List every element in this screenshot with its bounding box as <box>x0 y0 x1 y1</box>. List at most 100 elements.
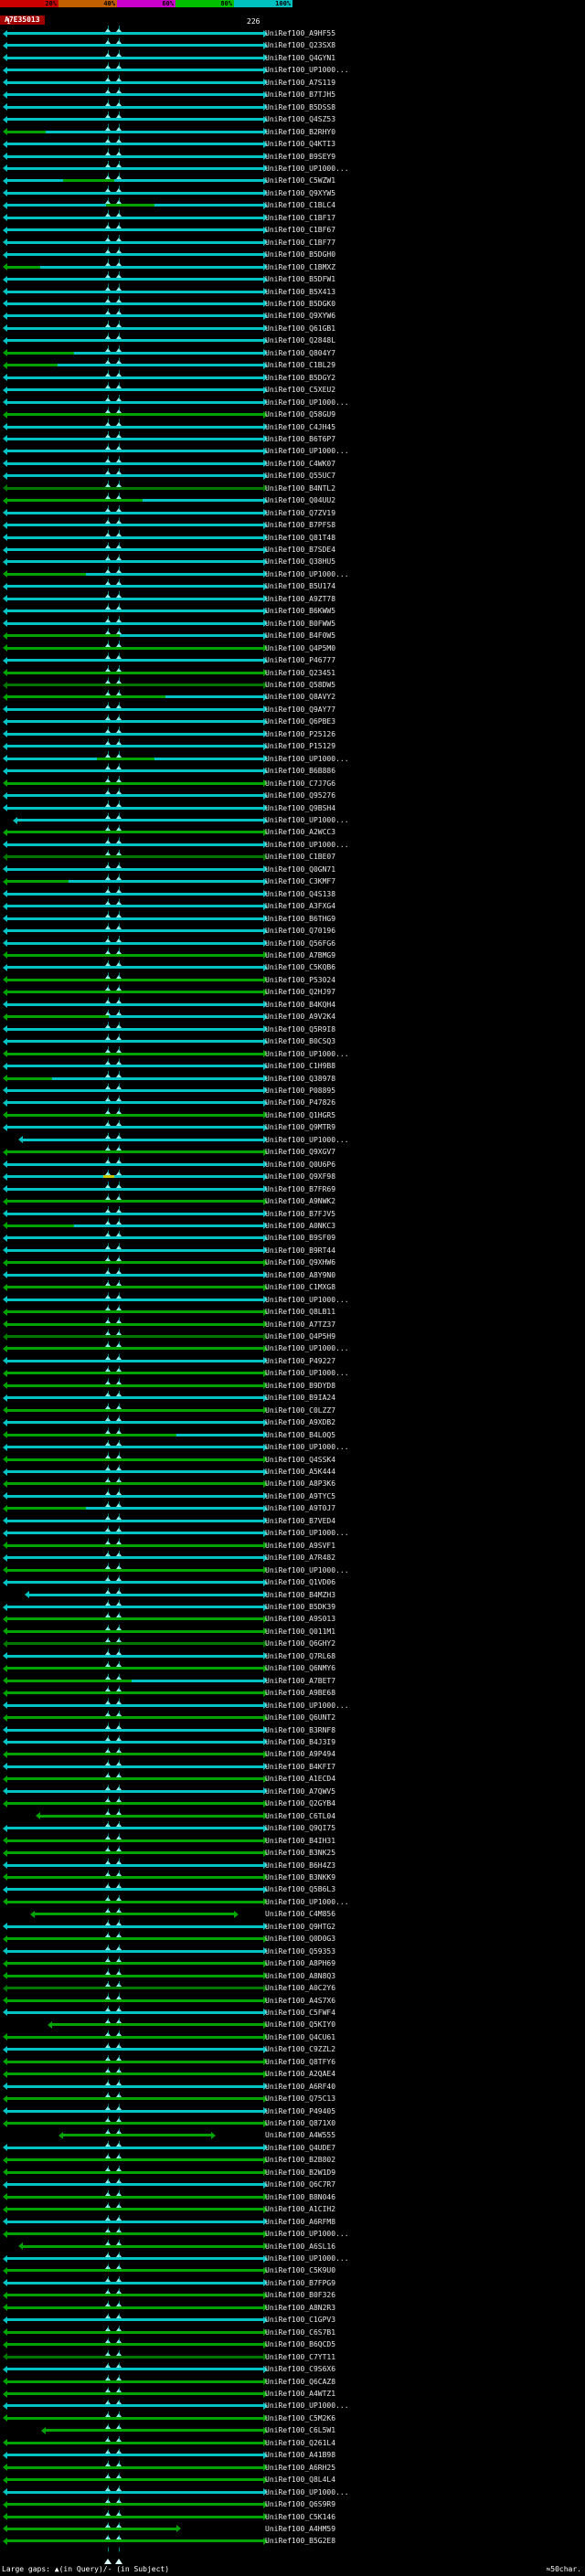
hit-id[interactable]: UniRef100_C9ZZL2 <box>265 2045 336 2054</box>
hit-id[interactable]: UniRef100_UP1000... <box>265 1565 349 1574</box>
hit-id[interactable]: UniRef100_C3KMF7 <box>265 877 336 886</box>
hit-id[interactable]: UniRef100_Q2HJ97 <box>265 988 336 997</box>
alignment-bar[interactable] <box>7 1187 263 1191</box>
hit-id[interactable]: UniRef100_P25126 <box>265 729 336 738</box>
hit-id[interactable]: UniRef100_Q1VD06 <box>265 1578 336 1587</box>
alignment-bar[interactable] <box>7 1789 263 1793</box>
alignment-bar[interactable] <box>7 2195 263 2199</box>
alignment-bar[interactable] <box>7 1962 263 1966</box>
alignment-bar[interactable] <box>7 240 263 244</box>
hit-id[interactable]: UniRef100_A6RH25 <box>265 2463 336 2472</box>
alignment-bar[interactable] <box>7 2515 263 2518</box>
alignment-bar[interactable] <box>7 2527 177 2530</box>
alignment-bar[interactable] <box>7 855 263 859</box>
alignment-bar[interactable] <box>7 388 263 392</box>
alignment-bar[interactable] <box>7 1027 263 1031</box>
alignment-bar[interactable] <box>7 991 263 994</box>
hit-id[interactable]: UniRef100_B4IH31 <box>265 1836 336 1845</box>
hit-id[interactable]: UniRef100_C5K9U0 <box>265 2266 336 2275</box>
alignment-bar[interactable] <box>7 684 263 687</box>
alignment-bar[interactable] <box>23 2244 263 2248</box>
hit-id[interactable]: UniRef100_C1BMXZ <box>265 262 336 271</box>
hit-id[interactable]: UniRef100_B4KFI7 <box>265 1762 336 1771</box>
hit-id[interactable]: UniRef100_UP1000... <box>265 1443 349 1452</box>
alignment-bar[interactable] <box>7 806 263 810</box>
alignment-bar[interactable] <box>7 1753 263 1756</box>
hit-id[interactable]: UniRef100_Q9XHW6 <box>265 1258 336 1267</box>
hit-id[interactable]: UniRef100_B9DYD8 <box>265 1381 336 1390</box>
alignment-bar[interactable] <box>62 2134 211 2137</box>
alignment-bar[interactable] <box>7 376 263 379</box>
alignment-bar[interactable] <box>7 1937 263 1941</box>
alignment-bar[interactable] <box>7 1494 263 1498</box>
alignment-bar[interactable] <box>51 2023 263 2027</box>
alignment-bar[interactable] <box>7 228 263 232</box>
hit-id[interactable]: UniRef100_Q9QI75 <box>265 1824 336 1833</box>
alignment-bar[interactable] <box>7 32 263 35</box>
alignment-bar[interactable] <box>7 732 263 736</box>
hit-id[interactable]: UniRef100_Q6UNT2 <box>265 1713 336 1723</box>
alignment-bar[interactable] <box>7 265 41 269</box>
alignment-bar[interactable] <box>7 2318 263 2322</box>
hit-id[interactable]: UniRef100_B5G2E8 <box>265 2537 336 2546</box>
hit-id[interactable]: UniRef100_B5DK39 <box>265 1603 336 1611</box>
alignment-bar[interactable] <box>57 364 263 367</box>
hit-id[interactable]: UniRef100_A9XDB2 <box>265 1418 336 1427</box>
alignment-bar[interactable] <box>7 1175 103 1179</box>
alignment-bar[interactable] <box>7 253 263 257</box>
hit-id[interactable]: UniRef100_B4J3I9 <box>265 1737 336 1746</box>
hit-id[interactable]: UniRef100_Q8AVY2 <box>265 693 336 702</box>
hit-id[interactable]: UniRef100_A8Y9N0 <box>265 1270 336 1279</box>
alignment-bar[interactable] <box>120 634 263 638</box>
hit-id[interactable]: UniRef100_C5FWF4 <box>265 2008 336 2017</box>
hit-id[interactable]: UniRef100_B8N046 <box>265 2192 336 2201</box>
alignment-bar[interactable] <box>7 2220 263 2223</box>
hit-id[interactable]: UniRef100_A9TYC5 <box>265 1491 336 1500</box>
hit-id[interactable]: UniRef100_C5WZW1 <box>265 176 336 186</box>
alignment-bar[interactable] <box>7 1691 263 1695</box>
hit-id[interactable]: UniRef100_B4L0Q5 <box>265 1430 336 1439</box>
hit-id[interactable]: UniRef100_B7PFS8 <box>265 521 336 530</box>
hit-id[interactable]: UniRef100_B7FR69 <box>265 1184 336 1193</box>
hit-id[interactable]: UniRef100_UP1000... <box>265 1049 349 1058</box>
alignment-bar[interactable] <box>7 130 47 133</box>
alignment-bar[interactable] <box>7 302 263 305</box>
alignment-bar[interactable] <box>7 671 263 674</box>
alignment-bar[interactable] <box>7 2343 263 2347</box>
alignment-bar[interactable] <box>7 2368 263 2371</box>
hit-id[interactable]: UniRef100_A9BE68 <box>265 1689 336 1698</box>
hit-id[interactable]: UniRef100_Q8LB11 <box>265 1308 336 1317</box>
alignment-bar[interactable] <box>113 1175 263 1179</box>
hit-id[interactable]: UniRef100_Q4SSK4 <box>265 1455 336 1464</box>
hit-id[interactable]: UniRef100_Q4SZ53 <box>265 115 336 124</box>
hit-id[interactable]: UniRef100_UP1000... <box>265 2230 349 2239</box>
alignment-bar[interactable] <box>7 351 75 355</box>
alignment-bar[interactable] <box>7 2048 263 2051</box>
hit-id[interactable]: UniRef100_UP1000... <box>265 1135 349 1144</box>
hit-id[interactable]: UniRef100_B5DGK0 <box>265 299 336 308</box>
alignment-bar[interactable] <box>7 1629 263 1633</box>
hit-id[interactable]: UniRef100_A7BMG9 <box>265 950 336 959</box>
alignment-bar[interactable] <box>7 929 263 933</box>
alignment-bar[interactable] <box>7 597 263 600</box>
hit-id[interactable]: UniRef100_Q8TFY6 <box>265 2057 336 2066</box>
alignment-bar[interactable] <box>7 2306 263 2309</box>
hit-id[interactable]: UniRef100_Q6GHY2 <box>265 1639 336 1648</box>
alignment-bar[interactable] <box>7 1224 75 1227</box>
hit-id[interactable]: UniRef100_A9P494 <box>265 1750 336 1759</box>
hit-id[interactable]: UniRef100_Q9MTR9 <box>265 1123 336 1132</box>
hit-id[interactable]: UniRef100_P15129 <box>265 742 336 751</box>
hit-id[interactable]: UniRef100_A0C2Y6 <box>265 1984 336 1993</box>
hit-id[interactable]: UniRef100_C1MXG8 <box>265 1283 336 1292</box>
hit-id[interactable]: UniRef100_A4W555 <box>265 2131 336 2140</box>
hit-id[interactable]: UniRef100_B5U174 <box>265 582 336 591</box>
alignment-bar[interactable] <box>7 486 263 490</box>
hit-id[interactable]: UniRef100_Q95276 <box>265 791 336 800</box>
alignment-bar[interactable] <box>7 2404 263 2408</box>
hit-id[interactable]: UniRef100_A0NKC3 <box>265 1221 336 1230</box>
hit-id[interactable]: UniRef100_B4MZH3 <box>265 1590 336 1599</box>
alignment-bar[interactable] <box>7 1532 263 1535</box>
hit-id[interactable]: UniRef100_A8PH69 <box>265 1959 336 1968</box>
hit-id[interactable]: UniRef100_A8P3K6 <box>265 1479 336 1489</box>
hit-id[interactable]: UniRef100_C5KQB6 <box>265 963 336 972</box>
